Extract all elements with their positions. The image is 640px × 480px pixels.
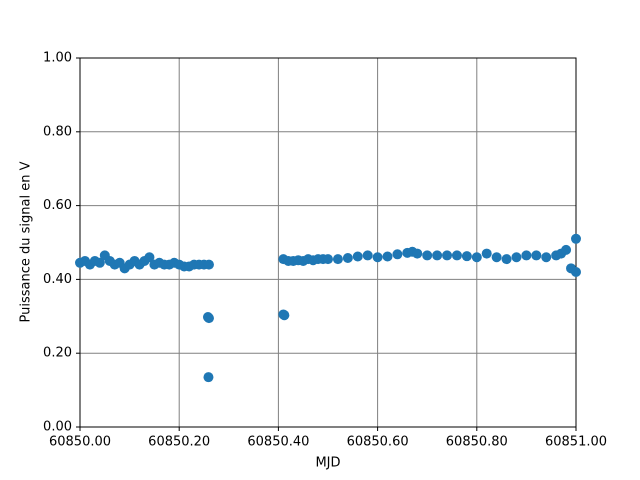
data-point <box>392 249 403 260</box>
x-axis-label: MJD <box>315 456 340 471</box>
data-point <box>442 250 453 261</box>
data-point <box>422 250 433 261</box>
x-tick-label: 60850.20 <box>148 435 210 450</box>
data-point <box>332 254 343 265</box>
data-point <box>342 252 353 263</box>
x-tick-label: 60850.60 <box>347 435 409 450</box>
data-point <box>471 252 482 263</box>
data-point <box>531 250 542 261</box>
data-point <box>511 252 522 263</box>
data-point <box>432 250 443 261</box>
x-tick-label: 60850.00 <box>49 435 111 450</box>
data-point <box>323 254 333 265</box>
data-point <box>461 251 472 262</box>
x-tick-label: 60851.00 <box>545 435 607 450</box>
y-tick-label: 0.80 <box>43 124 72 139</box>
data-point <box>521 250 532 261</box>
data-point <box>203 259 214 270</box>
data-point <box>571 233 581 244</box>
data-point <box>561 244 572 255</box>
data-point <box>203 313 214 324</box>
data-point <box>571 267 581 278</box>
data-point <box>451 250 462 261</box>
data-point <box>94 257 105 268</box>
data-point <box>491 252 502 263</box>
data-point <box>279 310 290 321</box>
data-point <box>501 254 512 265</box>
data-point <box>541 252 552 263</box>
data-point <box>481 248 492 259</box>
data-point <box>144 252 155 263</box>
data-point <box>412 248 423 259</box>
data-point <box>372 252 383 263</box>
x-tick-label: 60850.40 <box>247 435 309 450</box>
data-point <box>352 251 363 262</box>
x-tick-label: 60850.80 <box>446 435 508 450</box>
y-tick-label: 1.00 <box>43 51 72 66</box>
data-point <box>203 372 214 383</box>
data-point <box>362 250 373 261</box>
y-tick-label: 0.20 <box>43 346 72 361</box>
y-axis-label: Puissance du signal en V <box>19 161 34 322</box>
y-tick-label: 0.60 <box>43 198 72 213</box>
y-tick-label: 0.40 <box>43 272 72 287</box>
y-tick-label: 0.00 <box>43 420 72 435</box>
plot-frame <box>79 57 577 428</box>
data-point <box>382 251 393 262</box>
